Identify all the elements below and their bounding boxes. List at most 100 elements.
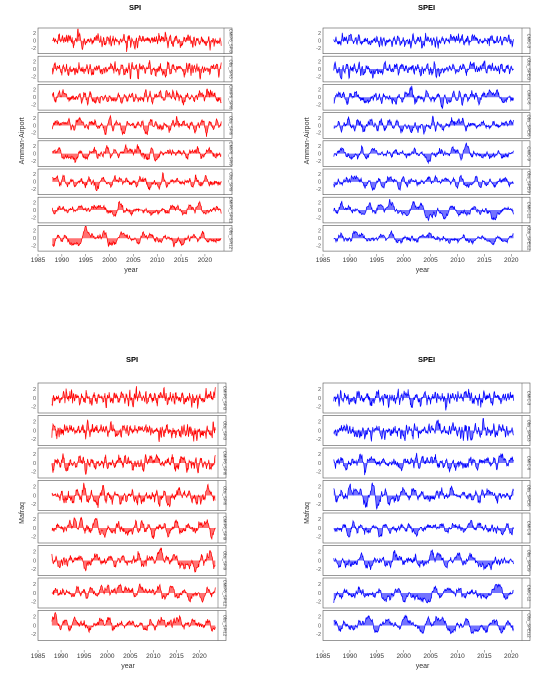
chart-title: SPEI <box>418 355 435 364</box>
x-tick-label: 2005 <box>423 653 438 660</box>
x-tick-label: 1985 <box>31 257 46 264</box>
x-tick-label: 2000 <box>396 653 411 660</box>
series-line <box>51 611 216 634</box>
chart-3: SPI CMIP6_SPI3 2 0 -2 Obs_SPI3 2 0 -2 CMIP6_SPI6 2… <box>19 355 228 670</box>
series-area <box>52 29 222 52</box>
series-line <box>333 115 514 135</box>
y-tick-label: 2 <box>318 550 321 556</box>
y-tick-label: -2 <box>316 437 321 443</box>
series-line <box>333 583 514 604</box>
series-area <box>51 453 216 475</box>
y-tick-label: 0 <box>33 39 36 45</box>
y-tick-label: 2 <box>318 582 321 588</box>
y-tick-label: -2 <box>316 502 321 508</box>
y-tick-label: 0 <box>33 236 36 242</box>
y-tick-label: 2 <box>33 550 36 556</box>
y-tick-label: 2 <box>33 144 36 150</box>
series-line <box>51 516 216 541</box>
y-axis-label: Mafraq <box>19 502 26 524</box>
strip-label: Obs_SPI3 <box>223 421 228 441</box>
y-tick-label: 0 <box>318 396 321 402</box>
series-area <box>333 452 514 476</box>
panel-CMIC-9: CMIC-9 2 0 -2 <box>316 512 532 544</box>
y-tick-label: -2 <box>316 632 321 638</box>
y-tick-label: -2 <box>316 74 321 80</box>
y-tick-label: -2 <box>316 405 321 411</box>
strip-label: CMIC-3 <box>527 391 532 406</box>
series-line <box>333 549 514 571</box>
y-axis-label: Amman-Airport <box>304 117 311 164</box>
x-axis-label: year <box>416 663 430 670</box>
series-line <box>51 386 216 409</box>
panel-Obs_SPEI9: Obs_SPEI9 2 0 -2 <box>316 545 532 576</box>
strip-label: CMIC-9 <box>527 521 532 536</box>
y-tick-label: 2 <box>33 387 36 393</box>
y-tick-label: 2 <box>318 116 321 122</box>
y-tick-label: 2 <box>318 88 321 94</box>
x-tick-label: 2015 <box>477 653 492 660</box>
x-axis-label: year <box>121 663 135 670</box>
y-tick-label: 0 <box>318 123 321 129</box>
series-line <box>333 142 514 165</box>
x-tick-label: 2020 <box>192 653 207 660</box>
series-line <box>333 229 514 246</box>
series-area <box>52 226 222 247</box>
y-tick-label: 2 <box>318 615 321 621</box>
x-tick-label: 1985 <box>31 653 46 660</box>
series-line <box>333 388 514 411</box>
strip-label: CMIP6_SPI3 <box>223 386 228 411</box>
y-tick-label: 2 <box>318 485 321 491</box>
panel-CMIP6_SPI12: CMIP6_SPI12 2 0 -2 <box>31 577 228 609</box>
panel-CMIP6_SPI6: CMIP6_SPI6 20-2 <box>31 84 234 111</box>
x-tick-label: 2015 <box>477 257 492 264</box>
y-tick-label: 2 <box>318 229 321 235</box>
series-area <box>333 584 514 603</box>
y-tick-label: 0 <box>318 591 321 597</box>
panel-frame <box>322 196 531 224</box>
x-tick-label: 1995 <box>370 257 385 264</box>
series-line <box>51 60 222 80</box>
x-tick-label: 2010 <box>146 653 161 660</box>
y-tick-label: 0 <box>318 180 321 186</box>
y-tick-label: 0 <box>33 208 36 214</box>
strip-label: CMIP6_SPI12 <box>223 580 228 607</box>
strip-label: Obs_SPEI9 <box>527 550 532 573</box>
x-tick-label: 2000 <box>396 257 411 264</box>
panel-Obs_SPI9: Obs_SPI9 2 0 -2 <box>31 545 228 576</box>
x-tick-label: 2020 <box>504 257 519 264</box>
y-tick-label: -2 <box>31 535 36 541</box>
y-tick-label: 2 <box>33 200 36 206</box>
series-line <box>333 85 514 110</box>
strip-label: Obs_SPI9 <box>229 172 234 192</box>
series-line <box>52 226 222 248</box>
series-line <box>333 519 514 538</box>
strip-label: Obs_SPEI6 <box>527 485 532 508</box>
chart-4: SPEICMIC-320-2Obs_SPEI320-2CMIC-620-2Obs… <box>304 355 532 670</box>
panel-Obs_SPEI12: Obs_SPEI12 20-2 <box>316 225 532 252</box>
y-tick-label: 2 <box>318 31 321 37</box>
y-tick-label: 2 <box>318 420 321 426</box>
y-tick-label: -2 <box>31 502 36 508</box>
panel-CMIC-6: CMIC-6 20-2 <box>316 84 532 111</box>
y-tick-label: -2 <box>31 46 36 52</box>
y-axis-label: Mafraq <box>304 502 311 524</box>
strip-label: CMIP6_SPI6 <box>223 451 228 476</box>
x-tick-label: 2010 <box>450 653 465 660</box>
y-tick-label: 0 <box>318 558 321 564</box>
x-tick-label: 2010 <box>150 257 165 264</box>
y-tick-label: 0 <box>318 39 321 45</box>
y-tick-label: -2 <box>316 243 321 249</box>
y-tick-label: 0 <box>33 123 36 129</box>
y-tick-label: -2 <box>31 131 36 137</box>
